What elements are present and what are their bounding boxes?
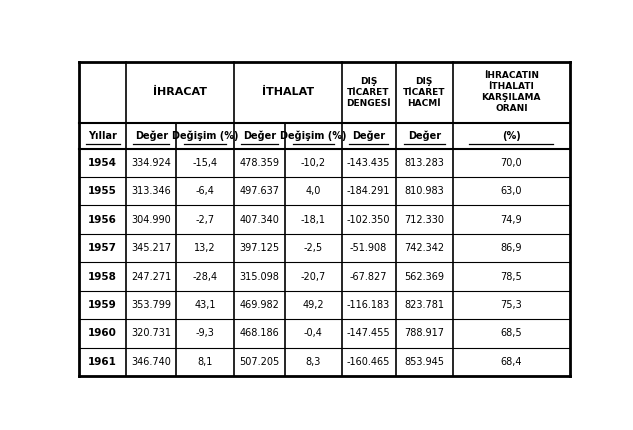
Text: 1954: 1954 <box>88 158 117 168</box>
Text: Değer: Değer <box>243 130 276 141</box>
Text: -116.183: -116.183 <box>347 300 390 310</box>
Text: 74,9: 74,9 <box>501 215 522 225</box>
Text: 4,0: 4,0 <box>306 186 321 196</box>
Text: -10,2: -10,2 <box>301 158 326 168</box>
Text: 63,0: 63,0 <box>501 186 522 196</box>
Text: 68,4: 68,4 <box>501 357 522 367</box>
Text: 1961: 1961 <box>88 357 117 367</box>
Text: 1955: 1955 <box>88 186 117 196</box>
Text: 468.186: 468.186 <box>239 329 279 338</box>
Text: 13,2: 13,2 <box>194 243 216 253</box>
Text: 78,5: 78,5 <box>501 272 522 282</box>
Text: 320.731: 320.731 <box>131 329 172 338</box>
Text: -160.465: -160.465 <box>347 357 391 367</box>
Text: 247.271: 247.271 <box>131 272 172 282</box>
Text: -2,7: -2,7 <box>196 215 215 225</box>
Text: 8,3: 8,3 <box>306 357 321 367</box>
Text: 562.369: 562.369 <box>404 272 444 282</box>
Text: 1957: 1957 <box>88 243 117 253</box>
Text: 1956: 1956 <box>88 215 117 225</box>
Text: 1959: 1959 <box>88 300 117 310</box>
Text: 49,2: 49,2 <box>303 300 324 310</box>
Text: 407.340: 407.340 <box>239 215 279 225</box>
Text: Değer: Değer <box>408 130 441 141</box>
Text: 853.945: 853.945 <box>404 357 444 367</box>
Text: 507.205: 507.205 <box>239 357 280 367</box>
Text: DIŞ
TİCARET
DENGESİ: DIŞ TİCARET DENGESİ <box>346 77 391 108</box>
Text: -9,3: -9,3 <box>196 329 215 338</box>
Text: 788.917: 788.917 <box>404 329 444 338</box>
Text: -0,4: -0,4 <box>304 329 323 338</box>
Text: Değer: Değer <box>135 130 168 141</box>
Text: 397.125: 397.125 <box>239 243 280 253</box>
Text: 75,3: 75,3 <box>501 300 522 310</box>
Text: -102.350: -102.350 <box>347 215 391 225</box>
Text: İHRACATIN
İTHALATI
KARŞILAMA
ORANI: İHRACATIN İTHALATI KARŞILAMA ORANI <box>482 71 541 114</box>
Text: -147.455: -147.455 <box>347 329 391 338</box>
Text: 1958: 1958 <box>88 272 117 282</box>
Text: Yıllar: Yıllar <box>88 131 117 141</box>
Text: 345.217: 345.217 <box>131 243 172 253</box>
Text: 315.098: 315.098 <box>239 272 279 282</box>
Text: 742.342: 742.342 <box>404 243 444 253</box>
Text: Değer: Değer <box>352 130 385 141</box>
Text: 304.990: 304.990 <box>132 215 171 225</box>
Text: -20,7: -20,7 <box>301 272 326 282</box>
Text: 43,1: 43,1 <box>194 300 216 310</box>
Text: 8,1: 8,1 <box>197 357 213 367</box>
Text: 86,9: 86,9 <box>501 243 522 253</box>
Text: 313.346: 313.346 <box>132 186 171 196</box>
Text: -67.827: -67.827 <box>350 272 387 282</box>
Text: İHRACAT: İHRACAT <box>153 87 207 97</box>
Text: 353.799: 353.799 <box>131 300 172 310</box>
Text: -15,4: -15,4 <box>192 158 218 168</box>
Text: DIŞ
TİCARET
HACMİ: DIŞ TİCARET HACMİ <box>403 77 446 108</box>
Text: 1960: 1960 <box>88 329 117 338</box>
Text: 823.781: 823.781 <box>404 300 444 310</box>
Text: 334.924: 334.924 <box>131 158 171 168</box>
Text: -143.435: -143.435 <box>347 158 391 168</box>
Text: İTHALAT: İTHALAT <box>261 87 314 97</box>
Text: Değişim (%): Değişim (%) <box>280 130 347 141</box>
Text: 469.982: 469.982 <box>239 300 279 310</box>
Text: 810.983: 810.983 <box>404 186 444 196</box>
Text: 497.637: 497.637 <box>239 186 279 196</box>
Text: -184.291: -184.291 <box>347 186 391 196</box>
Text: 68,5: 68,5 <box>501 329 522 338</box>
Text: 712.330: 712.330 <box>404 215 444 225</box>
Text: (%): (%) <box>502 131 521 141</box>
Text: -6,4: -6,4 <box>196 186 215 196</box>
Text: 478.359: 478.359 <box>239 158 279 168</box>
Text: 813.283: 813.283 <box>404 158 444 168</box>
Text: -18,1: -18,1 <box>301 215 326 225</box>
Text: 346.740: 346.740 <box>131 357 171 367</box>
Text: -28,4: -28,4 <box>192 272 218 282</box>
Text: 70,0: 70,0 <box>501 158 522 168</box>
Text: -51.908: -51.908 <box>350 243 387 253</box>
Text: -2,5: -2,5 <box>304 243 323 253</box>
Text: Değişim (%): Değişim (%) <box>172 130 238 141</box>
